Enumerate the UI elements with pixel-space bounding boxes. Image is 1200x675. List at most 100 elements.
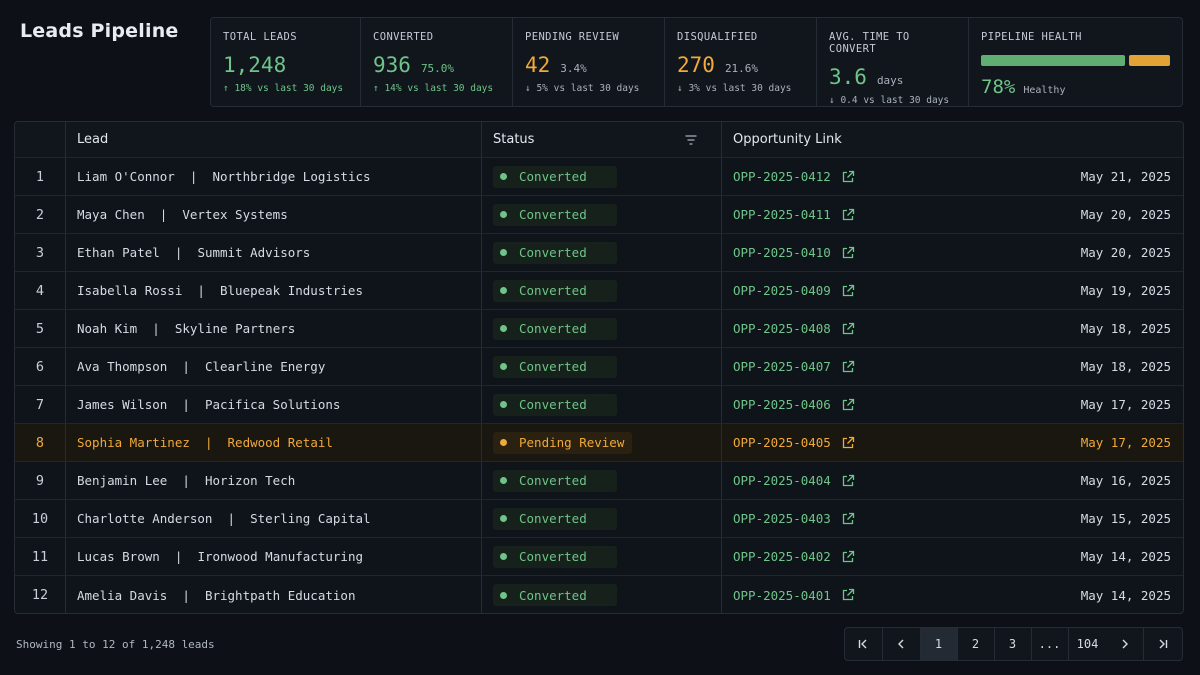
kpi-converted: CONVERTED 936 75.0% ↑ 14% vs last 30 day… — [361, 18, 513, 106]
status-badge: Converted — [493, 317, 617, 340]
external-link-icon[interactable] — [841, 436, 855, 450]
lead-separator: | — [174, 169, 213, 184]
external-link-icon[interactable] — [841, 208, 855, 222]
opportunity-id: OPP-2025-0401 — [733, 587, 831, 603]
kpi-value: 42 — [525, 53, 551, 77]
status-dot-icon — [500, 325, 507, 332]
table-row[interactable]: 2 Maya Chen | Vertex Systems Converted O… — [15, 196, 1183, 234]
opportunity-id: OPP-2025-0411 — [733, 207, 831, 222]
opportunity-link[interactable]: OPP-2025-0408 — [733, 321, 855, 336]
lead-separator: | — [159, 245, 198, 260]
header-opportunity-link[interactable]: Opportunity Link — [733, 132, 842, 147]
lead-company: Summit Advisors — [197, 245, 311, 260]
external-link-icon[interactable] — [841, 474, 855, 488]
lead-cell[interactable]: Ethan Patel | Summit Advisors — [66, 234, 482, 271]
lead-cell[interactable]: Benjamin Lee | Horizon Tech — [66, 462, 482, 499]
table-header: Lead Status Opportunity Link — [15, 122, 1183, 158]
opportunity-link[interactable]: OPP-2025-0404 — [733, 473, 855, 488]
opportunity-link[interactable]: OPP-2025-0409 — [733, 283, 855, 298]
kpi-label: AVG. TIME TO CONVERT — [829, 31, 910, 55]
kpi-avg-time-to-convert: AVG. TIME TO CONVERT 3.6 days ↓ 0.4 vs l… — [817, 18, 969, 106]
lead-cell[interactable]: Charlotte Anderson | Sterling Capital — [66, 500, 482, 537]
table-row[interactable]: 8 Sophia Martinez | Redwood Retail Pendi… — [15, 424, 1183, 462]
lead-cell[interactable]: Isabella Rossi | Bluepeak Industries — [66, 272, 482, 309]
external-link-icon[interactable] — [841, 512, 855, 526]
external-link-icon[interactable] — [841, 398, 855, 412]
table-row[interactable]: 3 Ethan Patel | Summit Advisors Converte… — [15, 234, 1183, 272]
lead-separator: | — [167, 587, 205, 603]
next-page-icon — [1122, 639, 1128, 649]
table-row[interactable]: 7 James Wilson | Pacifica Solutions Conv… — [15, 386, 1183, 424]
status-label: Converted — [519, 549, 587, 564]
external-link-icon[interactable] — [841, 588, 855, 602]
kpi-pipeline-health: PIPELINE HEALTH 78% Healthy — [969, 18, 1182, 106]
table-row[interactable]: 10 Charlotte Anderson | Sterling Capital… — [15, 500, 1183, 538]
lead-name: Benjamin Lee — [77, 473, 168, 488]
opportunity-cell: OPP-2025-0408 May 18, 2025 — [722, 310, 1183, 347]
table-row[interactable]: 12 Amelia Davis | Brightpath Education C… — [15, 576, 1183, 613]
last-page-button[interactable] — [1144, 628, 1182, 660]
lead-cell[interactable]: Sophia Martinez | Redwood Retail — [66, 424, 482, 461]
kpi-value: 3.6 — [829, 65, 867, 89]
lead-company: Clearline Energy — [204, 359, 326, 374]
opportunity-link[interactable]: OPP-2025-0402 — [733, 549, 855, 564]
opportunity-link[interactable]: OPP-2025-0403 — [733, 511, 855, 526]
kpi-disqualified: DISQUALIFIED 270 21.6% ↓ 3% vs last 30 d… — [665, 18, 817, 106]
status-dot-icon — [500, 173, 507, 180]
table-row[interactable]: 11 Lucas Brown | Ironwood Manufacturing … — [15, 538, 1183, 576]
opportunity-id: OPP-2025-0404 — [733, 473, 831, 488]
external-link-icon[interactable] — [841, 322, 855, 336]
external-link-icon[interactable] — [841, 170, 855, 184]
lead-cell[interactable]: Ava Thompson | Clearline Energy — [66, 348, 482, 385]
next-page-button[interactable] — [1107, 628, 1145, 660]
lead-name: Sophia Martinez — [77, 435, 190, 450]
status-label: Converted — [519, 511, 587, 526]
status-cell: Converted — [482, 272, 722, 309]
external-link-icon[interactable] — [841, 246, 855, 260]
kpi-strip: TOTAL LEADS 1,248 ↑ 18% vs last 30 days … — [210, 17, 1183, 107]
lead-name: Isabella Rossi — [77, 283, 183, 298]
lead-cell[interactable]: Liam O'Connor | Northbridge Logistics — [66, 158, 482, 195]
showing-count: Showing 1 to 12 of 1,248 leads — [16, 638, 215, 651]
opportunity-cell: OPP-2025-0402 May 14, 2025 — [722, 538, 1183, 575]
kpi-label: DISQUALIFIED — [677, 31, 758, 43]
opportunity-id: OPP-2025-0410 — [733, 245, 831, 260]
lead-cell[interactable]: James Wilson | Pacifica Solutions — [66, 386, 482, 423]
opportunity-link[interactable]: OPP-2025-0412 — [733, 169, 855, 184]
status-label: Pending Review — [519, 435, 625, 450]
lead-cell[interactable]: Lucas Brown | Ironwood Manufacturing — [66, 538, 482, 575]
page-2-button[interactable]: 2 — [958, 628, 995, 660]
lead-cell[interactable]: Noah Kim | Skyline Partners — [66, 310, 482, 347]
table-row[interactable]: 5 Noah Kim | Skyline Partners Converted … — [15, 310, 1183, 348]
opportunity-link[interactable]: OPP-2025-0407 — [733, 359, 855, 374]
page-104-button[interactable]: 104 — [1076, 637, 1099, 651]
filter-icon[interactable] — [685, 134, 697, 146]
table-row[interactable]: 4 Isabella Rossi | Bluepeak Industries C… — [15, 272, 1183, 310]
kpi-delta: ↑ 14% vs last 30 days — [373, 83, 494, 94]
opportunity-link[interactable]: OPP-2025-0411 — [733, 207, 855, 222]
first-page-button[interactable] — [845, 628, 883, 660]
prev-page-button[interactable] — [883, 628, 921, 660]
external-link-icon[interactable] — [841, 550, 855, 564]
external-link-icon[interactable] — [841, 284, 855, 298]
kpi-value: 936 — [373, 53, 411, 77]
lead-cell[interactable]: Maya Chen | Vertex Systems — [66, 196, 482, 233]
table-row[interactable]: 9 Benjamin Lee | Horizon Tech Converted … — [15, 462, 1183, 500]
table-row[interactable]: 6 Ava Thompson | Clearline Energy Conver… — [15, 348, 1183, 386]
pagination-ellipsis: ... — [1032, 628, 1069, 660]
lead-cell[interactable]: Amelia Davis | Brightpath Education — [66, 576, 482, 613]
lead-company: Sterling Capital — [250, 511, 371, 526]
page-1-button[interactable]: 1 — [920, 628, 958, 660]
page-3-button[interactable]: 3 — [995, 628, 1032, 660]
lead-date: May 20, 2025 — [1080, 207, 1171, 222]
opportunity-link[interactable]: OPP-2025-0410 — [733, 245, 855, 260]
header-status[interactable]: Status — [482, 122, 722, 157]
opportunity-link[interactable]: OPP-2025-0405 — [733, 435, 855, 450]
row-number: 8 — [15, 424, 66, 461]
status-badge: Converted — [493, 279, 617, 302]
table-row[interactable]: 1 Liam O'Connor | Northbridge Logistics … — [15, 158, 1183, 196]
opportunity-link[interactable]: OPP-2025-0406 — [733, 397, 855, 412]
opportunity-link[interactable]: OPP-2025-0401 — [733, 588, 855, 603]
header-lead[interactable]: Lead — [66, 122, 482, 157]
external-link-icon[interactable] — [841, 360, 855, 374]
